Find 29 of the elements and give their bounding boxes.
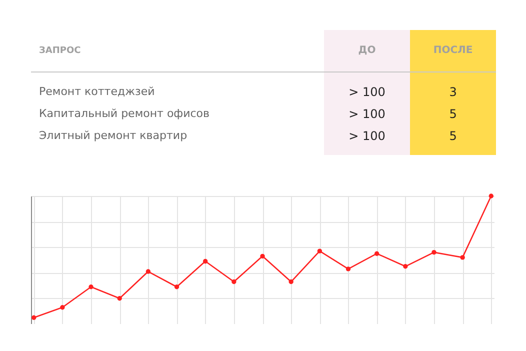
point	[232, 279, 236, 284]
text: > 100	[348, 85, 386, 99]
text: 3	[449, 85, 457, 99]
point	[374, 251, 380, 256]
point	[488, 194, 494, 198]
point	[146, 269, 151, 274]
category-label: ПОСЛЕ	[433, 45, 473, 56]
point	[88, 284, 94, 290]
point	[117, 296, 122, 301]
point	[174, 284, 180, 290]
category-label: Элитный ремонт квартир	[39, 129, 188, 142]
category-label: Ремонт коттеджзей	[39, 85, 155, 98]
category-label: ДО	[358, 45, 376, 56]
point	[32, 315, 36, 320]
point	[403, 264, 408, 269]
point	[202, 258, 208, 264]
point	[432, 250, 436, 255]
point	[346, 266, 351, 272]
point	[288, 279, 294, 284]
text: 5	[449, 107, 457, 121]
category-label: Капитальный ремонт офисов	[39, 107, 210, 120]
text: > 100	[348, 107, 386, 121]
point	[317, 248, 322, 254]
point	[60, 305, 65, 310]
point	[260, 254, 265, 258]
text: 5	[449, 129, 457, 143]
text: ЗАПРОС	[39, 46, 82, 56]
point	[460, 255, 465, 260]
text: > 100	[348, 129, 386, 143]
